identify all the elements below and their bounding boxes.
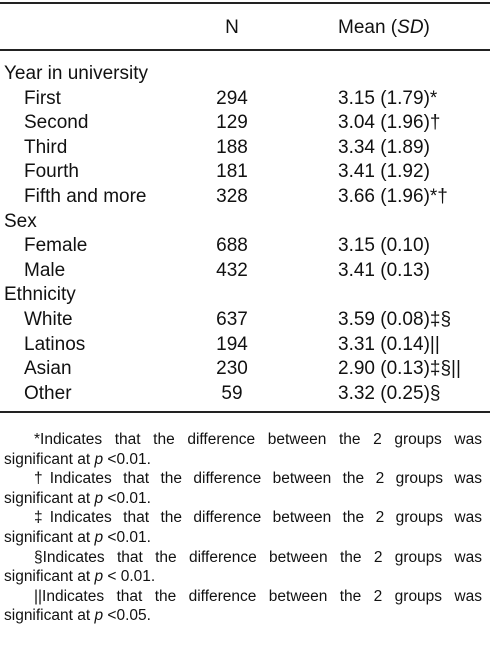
n-cell: 188 [216, 136, 248, 158]
footnote-text: §Indicates that the difference between t… [4, 548, 482, 586]
footnote-text: †Indicates that the difference between t… [4, 470, 482, 507]
row-label: Fourth [24, 161, 79, 183]
footnote: ||Indicates that the difference between … [4, 587, 482, 626]
footnote: †Indicates that the difference between t… [4, 469, 482, 508]
footnote: §Indicates that the difference between t… [4, 548, 482, 587]
row-label: Second [24, 112, 89, 134]
n-cell: 194 [216, 333, 248, 355]
footnote-text: <0.01. [103, 450, 151, 468]
header-n: N [225, 17, 239, 38]
footnote-text: <0.01. [103, 528, 151, 546]
mean-cell: 3.41 (0.13) [338, 259, 430, 281]
n-cell: 59 [221, 382, 243, 404]
n-cell: 328 [216, 186, 248, 207]
mean-cell: 3.41 (1.92) [338, 161, 430, 183]
header-text: Mean ( [338, 17, 398, 38]
header-text: ) [423, 17, 430, 38]
footnote-text: ||Indicates that the difference between … [4, 587, 482, 625]
mean-cell: 3.34 (1.89) [338, 136, 430, 158]
row-label: Other [24, 382, 72, 404]
group-label: Ethnicity [4, 284, 76, 306]
bottom-rule [0, 411, 490, 413]
n-cell: 230 [216, 358, 248, 380]
n-cell: 432 [216, 259, 248, 281]
top-rule [0, 2, 490, 4]
footnote: *Indicates that the difference between t… [4, 430, 482, 469]
row-label: Third [24, 136, 68, 158]
mean-cell: 3.15 (1.79)* [338, 87, 438, 109]
mean-cell: 3.31 (0.14)|| [338, 333, 440, 355]
mean-cell: 3.32 (0.25)§ [338, 382, 441, 404]
n-cell: 294 [216, 87, 248, 109]
footnote-text: <0.01. [103, 489, 151, 507]
footnote-text: *Indicates that the difference between t… [4, 431, 482, 468]
row-label: Asian [24, 358, 72, 380]
row-label: Latinos [24, 333, 86, 355]
footnote-text: <0.05. [103, 607, 151, 625]
mean-cell: 3.15 (0.10) [338, 235, 430, 257]
row-label: Male [24, 259, 66, 281]
n-cell: 129 [216, 112, 248, 134]
header-text: SD [397, 17, 424, 38]
mean-cell: 3.59 (0.08)‡§ [338, 309, 452, 330]
footnote-italic: p [94, 607, 104, 625]
header-mean: Mean (SD) [338, 16, 430, 40]
n-cell: 637 [216, 309, 248, 330]
group-label: Year in university [4, 63, 148, 84]
footnote-italic: p [94, 450, 104, 468]
n-cell: 181 [216, 161, 248, 183]
footnote-text: ‡Indicates that the difference between t… [4, 509, 482, 546]
mean-cell: 3.66 (1.96)*† [338, 186, 448, 207]
footnote: ‡Indicates that the difference between t… [4, 508, 482, 547]
row-label: White [24, 309, 73, 330]
row-label: First [24, 87, 61, 109]
mean-cell: 2.90 (0.13)‡§|| [338, 358, 461, 380]
footnote-italic: p [94, 568, 104, 586]
footnotes: *Indicates that the difference between t… [4, 430, 482, 626]
mean-cell: 3.04 (1.96)† [338, 112, 441, 134]
footnote-text: < 0.01. [103, 568, 156, 586]
n-cell: 688 [216, 235, 248, 257]
group-label: Sex [4, 210, 37, 232]
row-label: Fifth and more [24, 186, 147, 207]
footnote-italic: p [94, 528, 104, 546]
header-rule [0, 49, 490, 51]
row-label: Female [24, 235, 88, 257]
footnote-italic: p [94, 489, 104, 507]
